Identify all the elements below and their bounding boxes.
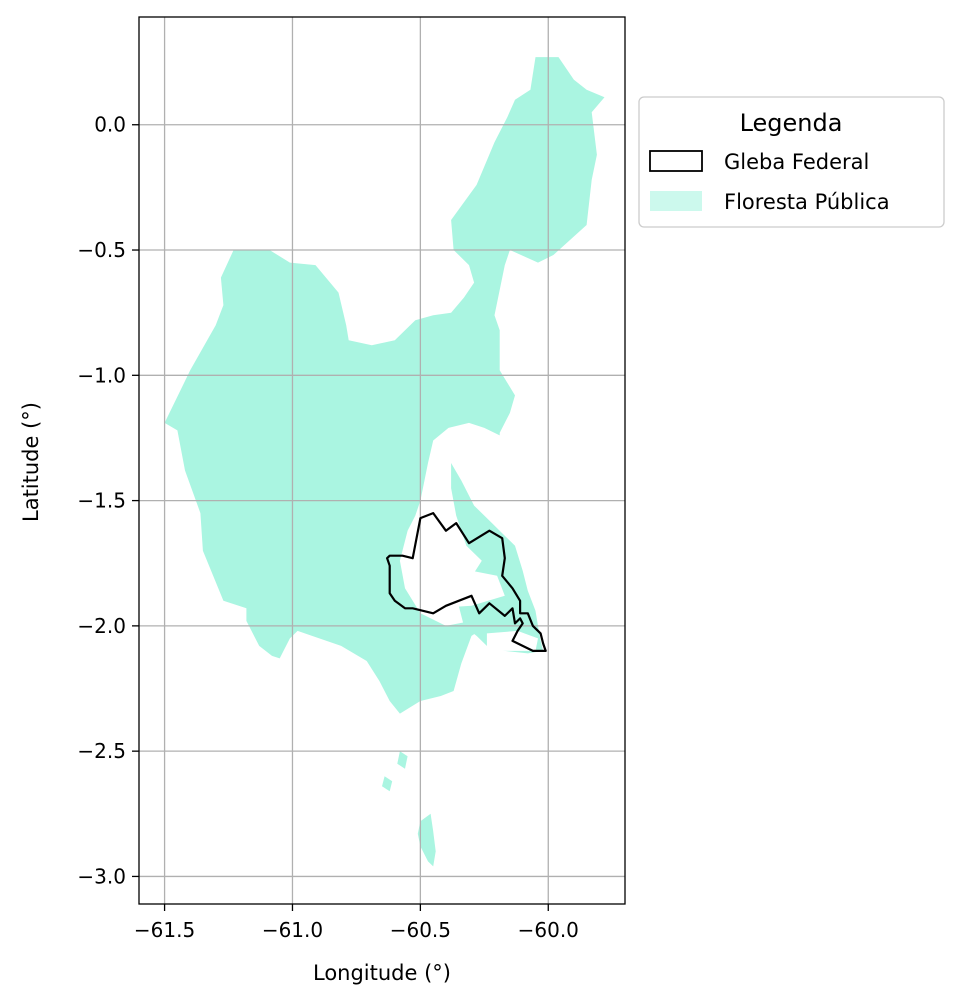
y-tick-label-1: −0.5: [77, 238, 126, 262]
y-tick-label-0: 0.0: [94, 113, 126, 137]
legend-swatch-forest: [650, 191, 702, 211]
forest-south-islands-0: [417, 813, 436, 867]
axes-frame: [138, 16, 626, 905]
y-tick-label-3: −1.5: [77, 489, 126, 513]
legend-label-forest: Floresta Pública: [724, 190, 890, 214]
gleba-layer: [386, 511, 547, 653]
legend-swatch-gleba: [649, 150, 703, 172]
legend-title: Legenda: [740, 109, 843, 137]
y-tick-label-5: −2.5: [77, 739, 126, 763]
legend-box: [638, 96, 945, 228]
y-tick-label-4: −2.0: [77, 614, 126, 638]
forest-south-islands-2: [382, 776, 393, 792]
x-axis-label: Longitude (°): [313, 961, 451, 985]
x-tick-label-0: −61.5: [134, 918, 195, 942]
axis-ticks: −61.5 −61.0 −60.5 −60.0 0.0 −0.5 −1.0 −1.5 −2.0 −…: [77, 113, 578, 942]
legend: Legenda Gleba Federal Floresta Pública: [638, 96, 945, 228]
forest-main: [164, 57, 605, 714]
forest-south-islands-1: [397, 751, 408, 769]
grid-lines: [139, 17, 625, 904]
y-tick-label-2: −1.0: [77, 363, 126, 387]
x-tick-label-3: −60.0: [518, 918, 579, 942]
x-tick-label-2: −60.5: [390, 918, 451, 942]
gleba-federal-boundary: [386, 511, 547, 653]
y-axis-label: Latitude (°): [19, 402, 43, 522]
y-tick-label-6: −3.0: [77, 864, 126, 888]
legend-label-gleba: Gleba Federal: [724, 150, 869, 174]
x-tick-label-1: −61.0: [262, 918, 323, 942]
unforested-area-0: [425, 570, 505, 609]
